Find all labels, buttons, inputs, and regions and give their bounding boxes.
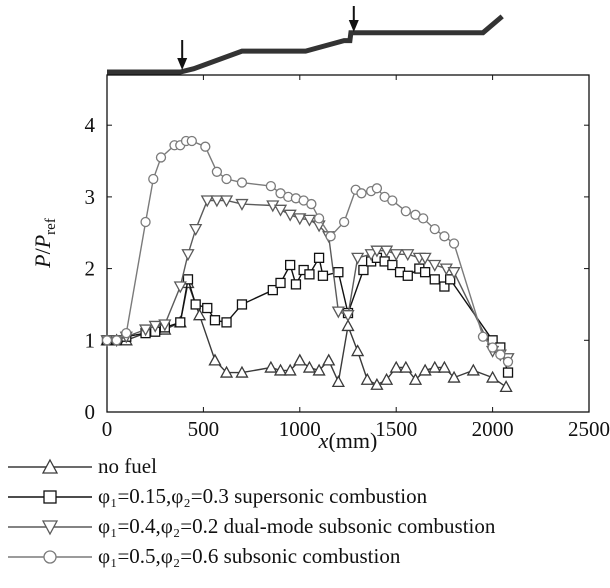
data-point xyxy=(291,280,300,289)
data-point xyxy=(141,217,150,226)
data-point xyxy=(176,318,185,327)
combustor-geometry xyxy=(107,16,502,72)
data-point xyxy=(315,214,324,223)
data-point xyxy=(307,200,316,209)
legend-item-dual-mode: φ₁=0.4,φ₂=0.2 dual-mode subsonic combust… xyxy=(0,512,610,542)
x-tick-label: 500 xyxy=(188,417,220,441)
injection-arrows xyxy=(177,6,359,70)
data-point xyxy=(44,551,56,563)
data-point xyxy=(504,357,513,366)
data-point xyxy=(190,225,201,235)
data-point xyxy=(362,374,373,384)
data-point xyxy=(237,300,246,309)
data-point xyxy=(201,142,210,151)
x-tick-label: 1000 xyxy=(279,417,321,441)
data-point xyxy=(430,275,439,284)
data-series xyxy=(102,136,514,391)
data-point xyxy=(419,214,428,223)
data-point xyxy=(304,215,315,225)
series-no_fuel xyxy=(102,277,512,391)
data-point xyxy=(388,196,397,205)
data-point xyxy=(212,167,221,176)
data-point xyxy=(44,491,56,503)
data-point xyxy=(265,362,276,372)
data-point xyxy=(487,372,498,382)
x-tick-label: 2500 xyxy=(568,417,610,441)
data-point xyxy=(182,250,193,260)
data-point xyxy=(222,318,231,327)
data-point xyxy=(501,381,512,391)
data-point xyxy=(266,182,275,191)
legend-label: no fuel xyxy=(98,454,157,479)
legend-swatch xyxy=(0,482,98,512)
data-point xyxy=(285,210,296,220)
legend-item-supersonic: φ₁=0.15,φ₂=0.3 supersonic combustion xyxy=(0,482,610,512)
x-tick-label: 1500 xyxy=(375,417,417,441)
data-point xyxy=(210,316,219,325)
data-point xyxy=(357,189,366,198)
data-point xyxy=(352,253,363,263)
legend: no fuel φ₁=0.15,φ₂=0.3 supersonic combus… xyxy=(0,452,610,572)
data-point xyxy=(488,343,497,352)
data-point xyxy=(468,365,479,375)
x-tick-label: 2000 xyxy=(472,417,514,441)
data-point xyxy=(421,268,430,277)
legend-swatch xyxy=(0,512,98,542)
data-point xyxy=(222,174,231,183)
x-tick-label: 0 xyxy=(102,417,113,441)
data-point xyxy=(403,271,412,280)
data-point xyxy=(112,336,121,345)
data-point xyxy=(122,329,131,338)
data-point xyxy=(286,261,295,270)
data-point xyxy=(203,304,212,313)
legend-item-subsonic: φ₁=0.5,φ₂=0.6 subsonic combustion xyxy=(0,542,610,572)
data-point xyxy=(323,355,334,365)
x-axis-label: x(mm) xyxy=(318,428,378,452)
data-point xyxy=(149,174,158,183)
data-point xyxy=(276,278,285,287)
plot-frame xyxy=(107,75,589,412)
data-point xyxy=(156,153,165,162)
legend-swatch xyxy=(0,542,98,572)
data-point xyxy=(504,368,513,377)
data-point xyxy=(430,225,439,234)
data-point xyxy=(340,217,349,226)
data-point xyxy=(103,336,112,345)
data-point xyxy=(352,346,363,356)
data-point xyxy=(333,307,344,317)
data-point xyxy=(305,270,314,279)
y-tick-label: 1 xyxy=(85,328,96,352)
data-point xyxy=(304,362,315,372)
legend-label: φ₁=0.15,φ₂=0.3 supersonic combustion xyxy=(98,484,427,509)
data-point xyxy=(237,178,246,187)
chart: 0 500 1000 1500 2000 2500 0 1 2 3 4 x(mm) P/Pref xyxy=(0,0,610,452)
data-point xyxy=(359,266,368,275)
y-tick-label: 2 xyxy=(85,257,96,281)
data-point xyxy=(496,350,505,359)
data-point xyxy=(318,271,327,280)
data-point xyxy=(315,253,324,262)
data-point xyxy=(294,355,305,365)
legend-label: φ₁=0.5,φ₂=0.6 subsonic combustion xyxy=(98,544,400,569)
legend-item-no-fuel: no fuel xyxy=(0,452,610,482)
data-point xyxy=(478,332,487,341)
data-point xyxy=(209,355,220,365)
legend-swatch xyxy=(0,452,98,482)
data-point xyxy=(326,232,335,241)
data-point xyxy=(333,376,344,386)
y-tick-label: 3 xyxy=(85,185,96,209)
data-point xyxy=(372,184,381,193)
data-point xyxy=(440,232,449,241)
data-point xyxy=(450,239,459,248)
y-axis-label: P/Pref xyxy=(30,218,59,269)
legend-label: φ₁=0.4,φ₂=0.2 dual-mode subsonic combust… xyxy=(98,514,495,539)
y-tick-label: 0 xyxy=(85,400,96,424)
data-point xyxy=(401,207,410,216)
data-point xyxy=(187,136,196,145)
y-tick-label: 4 xyxy=(85,113,96,137)
data-point xyxy=(191,300,200,309)
data-point xyxy=(334,268,343,277)
wall-profile xyxy=(107,16,502,72)
